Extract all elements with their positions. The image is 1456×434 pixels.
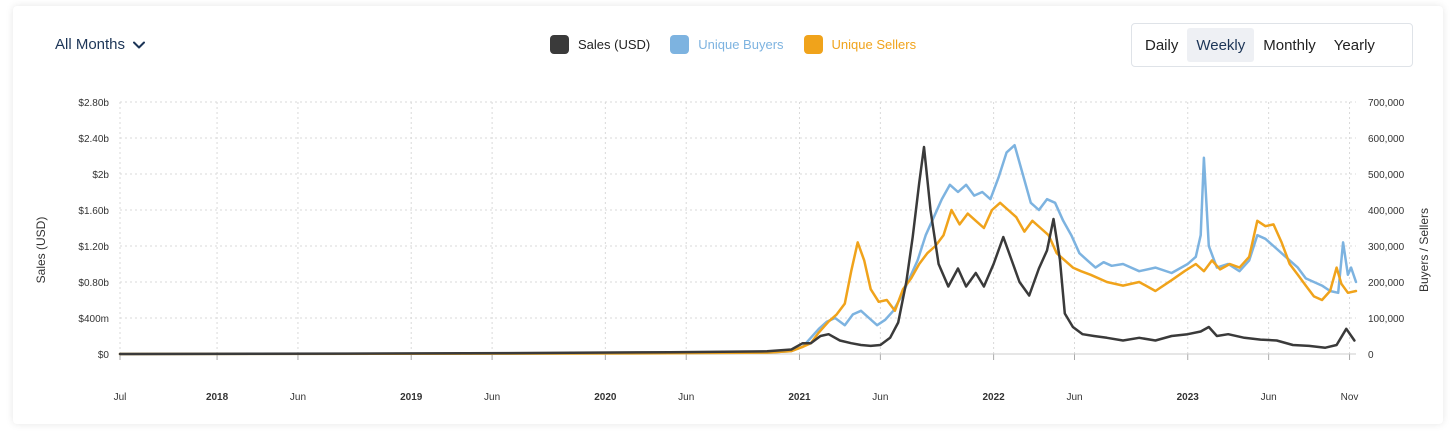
legend-label: Sales (USD) xyxy=(578,37,651,52)
period-daily-button[interactable]: Daily xyxy=(1145,36,1179,54)
legend-item-buyers[interactable]: Unique Buyers xyxy=(670,35,784,54)
y-right-tick-label: 100,000 xyxy=(1368,314,1405,325)
x-tick-label: Jul xyxy=(114,392,127,403)
x-tick-label: Jun xyxy=(1066,392,1082,403)
legend-swatch xyxy=(550,35,569,54)
legend-label: Unique Sellers xyxy=(831,37,917,52)
legend-item-sales[interactable]: Sales (USD) xyxy=(550,35,650,54)
y-left-axis-title: Sales (USD) xyxy=(34,217,48,284)
y-right-axis-title: Buyers / Sellers xyxy=(1417,208,1431,292)
y-left-tick-label: $0 xyxy=(98,350,110,361)
legend-swatch xyxy=(803,35,823,54)
period-weekly-button[interactable]: Weekly xyxy=(1187,28,1255,62)
x-tick-label: Jun xyxy=(872,392,888,403)
x-tick-label: Jun xyxy=(290,392,306,403)
y-right-tick-label: 500,000 xyxy=(1368,170,1405,181)
y-left-tick-label: $0.80b xyxy=(78,278,109,289)
period-yearly-button[interactable]: Yearly xyxy=(1333,36,1375,54)
y-right-tick-label: 300,000 xyxy=(1368,242,1405,253)
y-right-tick-label: 600,000 xyxy=(1368,134,1405,145)
series-line-sales-usd xyxy=(118,145,1356,356)
x-tick-label: 2020 xyxy=(594,392,617,403)
y-left-tick-label: $2.40b xyxy=(78,134,109,145)
period-monthly-button[interactable]: Monthly xyxy=(1263,36,1316,54)
y-right-tick-label: 700,000 xyxy=(1368,98,1405,109)
y-left-tick-label: $2.80b xyxy=(78,98,109,109)
x-tick-label: 2021 xyxy=(788,392,811,403)
x-tick-label: Jun xyxy=(484,392,500,403)
series-line-unique-buyers xyxy=(118,143,1358,356)
y-left-tick-label: $1.60b xyxy=(78,206,109,217)
x-tick-label: 2023 xyxy=(1177,392,1200,403)
chart-legend: Sales (USD) Unique Buyers Unique Sellers xyxy=(550,35,916,54)
x-tick-label: 2022 xyxy=(982,392,1005,403)
x-tick-label: 2019 xyxy=(400,392,423,403)
y-left-tick-label: $400m xyxy=(78,314,109,325)
x-tick-label: Nov xyxy=(1341,392,1359,403)
y-right-tick-label: 200,000 xyxy=(1368,278,1405,289)
legend-swatch xyxy=(670,35,690,54)
legend-label: Unique Buyers xyxy=(698,37,784,52)
months-dropdown[interactable]: All Months xyxy=(55,36,146,53)
period-selector: Daily Weekly Monthly Yearly xyxy=(1131,23,1413,67)
months-dropdown-label: All Months xyxy=(55,36,126,53)
x-tick-label: 2018 xyxy=(206,392,229,403)
legend-item-sellers[interactable]: Unique Sellers xyxy=(803,35,917,54)
y-left-tick-label: $1.20b xyxy=(78,242,109,253)
x-tick-label: Jun xyxy=(1261,392,1277,403)
series-line-unique-sellers xyxy=(118,201,1358,356)
y-right-tick-label: 0 xyxy=(1368,350,1374,361)
x-tick-label: Jun xyxy=(678,392,694,403)
y-left-tick-label: $2b xyxy=(92,170,109,181)
chevron-down-icon xyxy=(133,41,146,48)
y-right-tick-label: 400,000 xyxy=(1368,206,1405,217)
